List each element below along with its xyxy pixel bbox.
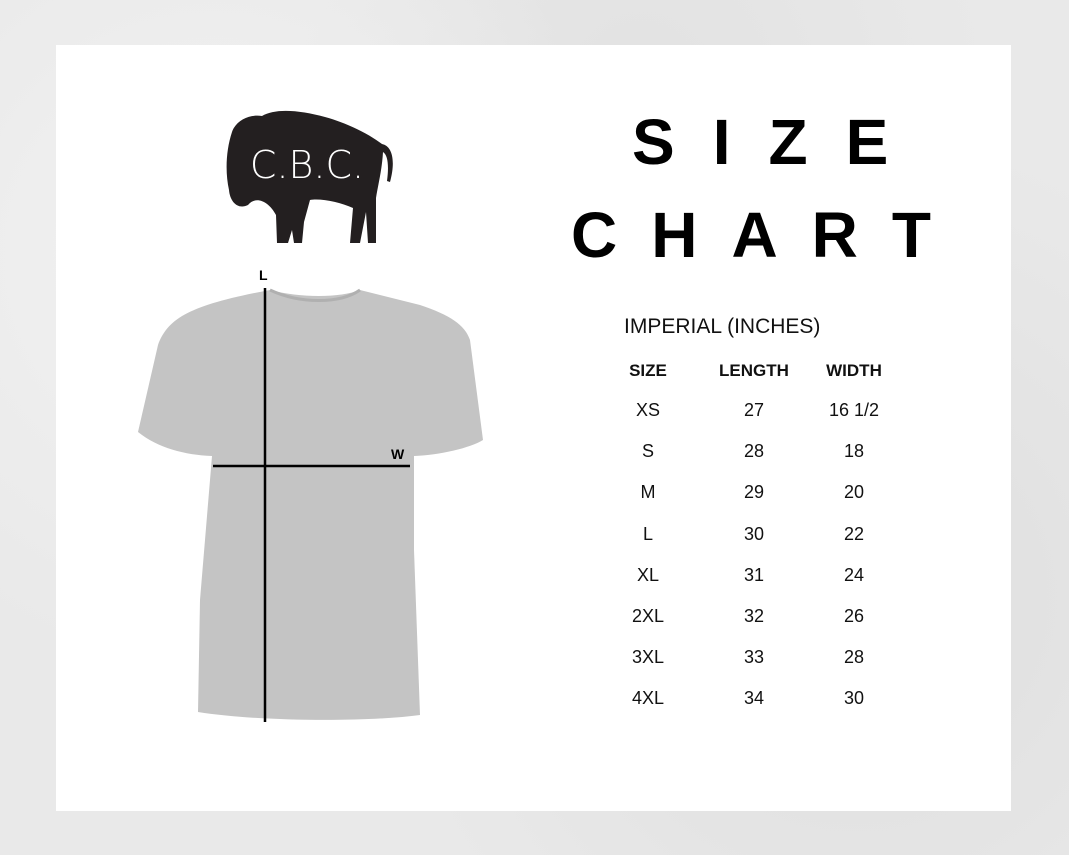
- column-header: SIZE: [629, 361, 667, 380]
- table-cell: S: [641, 441, 654, 462]
- table-cell: 34: [743, 688, 765, 709]
- tshirt-shape: [138, 290, 483, 720]
- table-cell: XL: [636, 564, 660, 585]
- table-cell: 3XL: [631, 647, 665, 668]
- table-cell: 28: [843, 647, 865, 668]
- table-cell: 4XL: [631, 688, 665, 709]
- table-cell: 29: [743, 482, 765, 503]
- length-label: L: [259, 267, 268, 283]
- table-cell: 27: [743, 400, 765, 420]
- table-cell: 28: [743, 441, 765, 462]
- table-cell: 32: [743, 606, 765, 626]
- logo-text: C.B.C.: [250, 143, 364, 187]
- column-header: LENGTH: [719, 361, 789, 380]
- table-cell: M: [640, 482, 656, 503]
- table-cell: L: [642, 523, 653, 544]
- units-subtitle: IMPERIAL (INCHES): [624, 315, 821, 338]
- table-cell: 30: [743, 523, 765, 544]
- table-cell: 22: [843, 523, 865, 544]
- table-cell: 26: [843, 606, 865, 626]
- table-cell: 20: [843, 482, 865, 503]
- width-label: W: [391, 446, 405, 462]
- table-cell: 24: [843, 564, 865, 585]
- table-cell: 2XL: [631, 606, 665, 626]
- title-line-2: CHART: [571, 199, 965, 271]
- table-cell: 18: [843, 441, 865, 462]
- column-header: WIDTH: [826, 361, 882, 380]
- table-cell: XS: [635, 400, 660, 420]
- title-line-1: SIZE: [632, 106, 927, 178]
- table-cell: 31: [743, 564, 765, 585]
- table-cell: 16 1/2: [828, 400, 880, 420]
- table-cell: 30: [843, 688, 865, 709]
- table-cell: 33: [743, 647, 765, 668]
- bison-icon: C.B.C.: [226, 110, 393, 243]
